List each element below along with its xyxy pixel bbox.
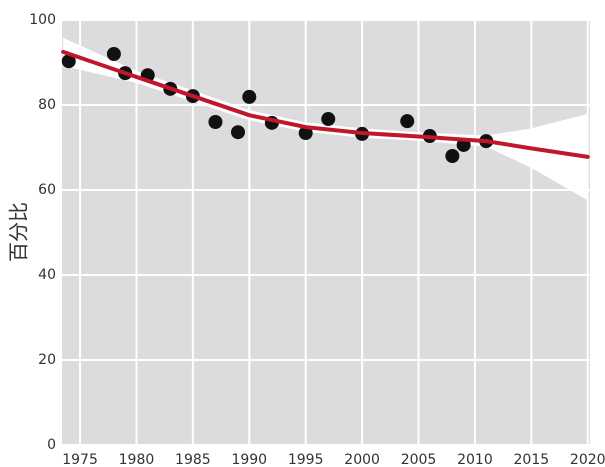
y-tick-label: 20 xyxy=(38,352,56,368)
point xyxy=(61,54,76,69)
y-tick-label: 40 xyxy=(38,267,56,283)
plot-background xyxy=(62,20,590,445)
x-tick-label: 2000 xyxy=(344,452,380,467)
point xyxy=(321,112,336,127)
x-tick-label: 2020 xyxy=(570,452,605,467)
y-tick-label: 80 xyxy=(38,97,56,113)
x-tick-label: 1995 xyxy=(288,452,324,467)
y-tick-label: 60 xyxy=(38,182,56,198)
y-tick-label: 100 xyxy=(29,12,56,28)
x-tick-label: 2010 xyxy=(457,452,493,467)
x-tick-label: 1980 xyxy=(119,452,155,467)
point xyxy=(242,89,257,104)
x-tick-label: 2015 xyxy=(514,452,550,467)
x-tick-label: 1985 xyxy=(175,452,211,467)
x-tick-label: 1990 xyxy=(231,452,267,467)
x-tick-label: 2005 xyxy=(401,452,437,467)
point xyxy=(231,125,245,140)
fit-line xyxy=(61,49,590,159)
y-tick-label: 0 xyxy=(47,437,56,453)
point xyxy=(106,47,121,61)
y-axis-label: 百分比 xyxy=(7,202,31,262)
point xyxy=(445,149,460,163)
point xyxy=(298,126,313,141)
point xyxy=(400,114,415,129)
x-tick-label: 1975 xyxy=(62,452,98,467)
point xyxy=(208,115,223,129)
